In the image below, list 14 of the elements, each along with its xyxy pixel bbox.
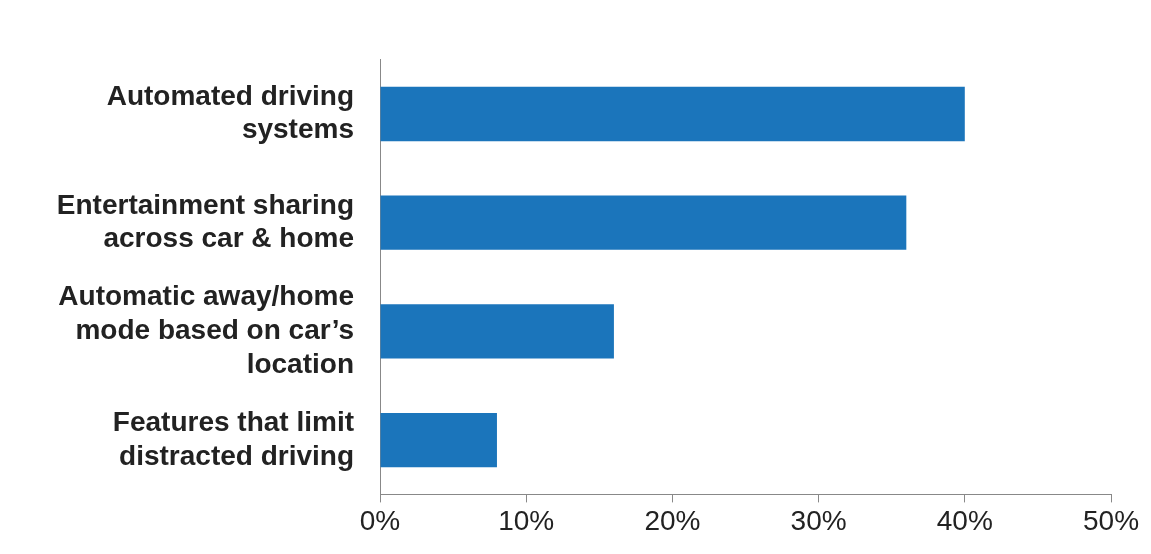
bar bbox=[380, 412, 497, 468]
y-tick-label: Features that limit distracted driving bbox=[112, 405, 354, 471]
x-tick-label: 50% bbox=[1082, 504, 1140, 536]
bar bbox=[380, 195, 907, 250]
x-tick-label: 10% bbox=[498, 504, 555, 536]
x-tick-label: 30% bbox=[790, 504, 847, 536]
y-tick-label: Entertainment sharing across car & home bbox=[56, 188, 354, 254]
bar bbox=[380, 304, 614, 359]
x-tick-label: 0% bbox=[359, 504, 401, 536]
y-tick-label: Automated driving systems bbox=[106, 79, 354, 145]
bar bbox=[380, 86, 965, 142]
y-tick-label: Automatic away/home mode based on car’s location bbox=[58, 280, 354, 379]
x-tick-label: 40% bbox=[936, 504, 993, 536]
x-tick-label: 20% bbox=[644, 504, 701, 536]
